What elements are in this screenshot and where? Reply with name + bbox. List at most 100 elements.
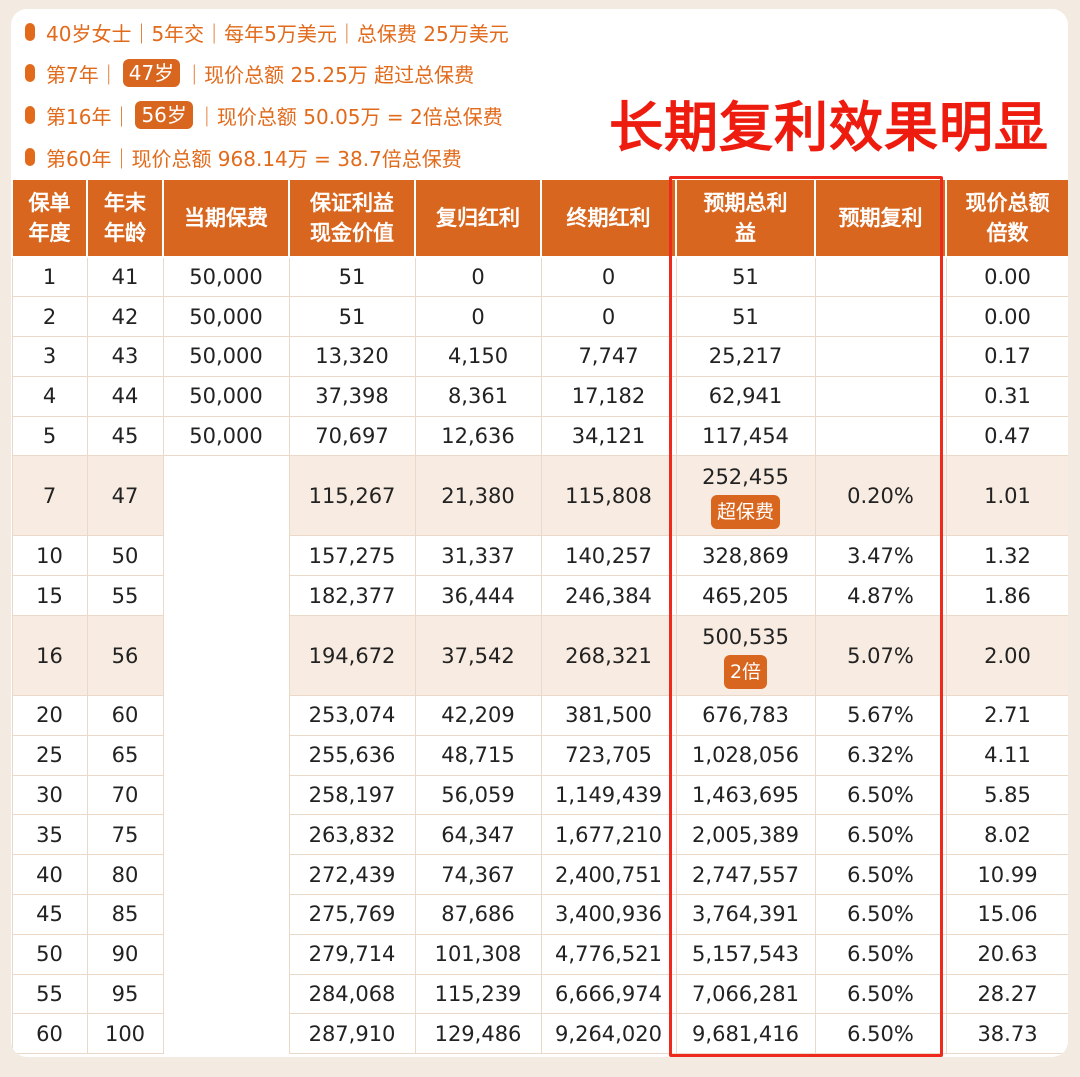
- table-row: 20 60 253,074 42,209 381,500 676,783 5.67% 2.71: [11, 695, 1068, 736]
- cell-age: 70: [86, 774, 164, 816]
- cell-premium: 50,000: [162, 336, 290, 377]
- cell-guaranteed-cash: 115,267: [288, 455, 416, 537]
- cell-expected-rate: 5.07%: [814, 615, 947, 697]
- header-age: 年末 年龄: [86, 178, 164, 258]
- cell-policy-year: 25: [11, 734, 88, 776]
- cell-cash-multiple: 0.31: [945, 375, 1068, 417]
- header-terminal-bonus: 终期红利: [540, 178, 677, 258]
- summary-text: ｜现价总额 50.05万 = 2倍总保费: [196, 104, 503, 129]
- cell-terminal-bonus: 723,705: [540, 734, 677, 776]
- cell-premium: [162, 615, 290, 696]
- cell-policy-year: 30: [11, 774, 88, 816]
- table-row: 50 90 279,714 101,308 4,776,521 5,157,543 6.50…: [11, 933, 1068, 975]
- table-row: 30 70 258,197 56,059 1,149,439 1,463,695 6.50%…: [11, 774, 1068, 816]
- cell-policy-year: 7: [11, 455, 88, 537]
- summary-text: 第7年｜: [46, 62, 119, 87]
- cell-terminal-bonus: 7,747: [540, 336, 677, 377]
- cell-age: 42: [86, 296, 164, 338]
- cell-guaranteed-cash: 258,197: [288, 774, 416, 816]
- cell-expected-rate: 6.50%: [814, 854, 947, 896]
- cell-guaranteed-cash: 51: [288, 296, 416, 338]
- cell-expected-total: 465,205: [675, 575, 816, 617]
- cell-age: 100: [86, 1013, 164, 1055]
- cell-expected-total: 7,066,281: [675, 973, 816, 1015]
- cell-terminal-bonus: 246,384: [540, 575, 677, 617]
- cell-reversionary-bonus: 37,542: [414, 615, 542, 697]
- cell-expected-rate: 5.67%: [814, 695, 947, 736]
- cell-age: 60: [86, 695, 164, 736]
- cell-guaranteed-cash: 51: [288, 256, 416, 298]
- cell-terminal-bonus: 268,321: [540, 615, 677, 697]
- cell-cash-multiple: 1.32: [945, 535, 1068, 577]
- cell-policy-year: 50: [11, 933, 88, 975]
- cell-expected-rate: 6.50%: [814, 973, 947, 1015]
- cell-age: 41: [86, 256, 164, 298]
- cell-reversionary-bonus: 48,715: [414, 734, 542, 776]
- cell-expected-rate: 0.20%: [814, 455, 947, 537]
- header-expected-total: 预期总利益: [675, 178, 816, 258]
- cell-premium: [162, 814, 290, 855]
- cell-terminal-bonus: 17,182: [540, 375, 677, 417]
- cell-premium: [162, 974, 290, 1014]
- content-card: 40岁女士｜5年交｜每年5万美元｜总保费 25万美元 第7年｜ 47岁 ｜现价总…: [11, 9, 1068, 1057]
- summary-text: 第16年｜: [46, 104, 132, 129]
- cell-expected-rate: 6.50%: [814, 894, 947, 935]
- cell-age: 75: [86, 814, 164, 856]
- cell-policy-year: 5: [11, 415, 88, 457]
- summary-text: ｜现价总额 25.25万 超过总保费: [184, 62, 475, 87]
- cell-reversionary-bonus: 31,337: [414, 535, 542, 577]
- summary-text: 第60年｜现价总额 968.14万 = 38.7倍总保费: [46, 146, 462, 171]
- age-badge: 47岁: [122, 59, 181, 87]
- cell-premium: [162, 535, 290, 576]
- cell-expected-rate: 6.50%: [814, 774, 947, 816]
- cell-expected-total: 9,681,416: [675, 1013, 816, 1055]
- cell-premium: [162, 894, 290, 935]
- cell-policy-year: 2: [11, 296, 88, 338]
- summary-line-3: 第16年｜ 56岁 ｜现价总额 50.05万 = 2倍总保费: [25, 98, 503, 132]
- cell-premium: 50,000: [162, 296, 290, 338]
- summary-text: 40岁女士｜5年交｜每年5万美元｜总保费 25万美元: [46, 21, 509, 46]
- bullet-icon: [25, 64, 35, 82]
- cell-expected-rate: 6.50%: [814, 814, 947, 856]
- cell-terminal-bonus: 1,149,439: [540, 774, 677, 816]
- cell-cash-multiple: 20.63: [945, 933, 1068, 975]
- cell-guaranteed-cash: 253,074: [288, 695, 416, 736]
- cell-terminal-bonus: 115,808: [540, 455, 677, 537]
- header-reversionary-bonus: 复归红利: [414, 178, 542, 258]
- cell-cash-multiple: 0.17: [945, 336, 1068, 377]
- milestone-badge: 超保费: [710, 494, 780, 529]
- cell-policy-year: 45: [11, 894, 88, 935]
- cell-terminal-bonus: 0: [540, 256, 677, 298]
- cell-policy-year: 20: [11, 695, 88, 736]
- cell-terminal-bonus: 3,400,936: [540, 894, 677, 935]
- cell-policy-year: 40: [11, 854, 88, 896]
- bullet-icon: [25, 23, 35, 41]
- cell-cash-multiple: 2.00: [945, 615, 1068, 697]
- cell-reversionary-bonus: 21,380: [414, 455, 542, 537]
- cell-premium: [162, 735, 290, 776]
- cell-expected-total: 3,764,391: [675, 894, 816, 935]
- cell-terminal-bonus: 34,121: [540, 415, 677, 457]
- milestone-badge: 2倍: [723, 654, 768, 689]
- cell-cash-multiple: 1.01: [945, 455, 1068, 537]
- cell-guaranteed-cash: 263,832: [288, 814, 416, 856]
- cell-cash-multiple: 10.99: [945, 854, 1068, 896]
- cell-policy-year: 35: [11, 814, 88, 856]
- cell-age: 50: [86, 535, 164, 577]
- cell-reversionary-bonus: 56,059: [414, 774, 542, 816]
- cell-guaranteed-cash: 284,068: [288, 973, 416, 1015]
- table-row: 10 50 157,275 31,337 140,257 328,869 3.47% 1.32: [11, 535, 1068, 577]
- cell-reversionary-bonus: 4,150: [414, 336, 542, 377]
- cell-expected-total: 1,463,695: [675, 774, 816, 816]
- cell-reversionary-bonus: 36,444: [414, 575, 542, 617]
- cell-expected-total: 51: [675, 256, 816, 298]
- cell-guaranteed-cash: 157,275: [288, 535, 416, 577]
- cell-guaranteed-cash: 279,714: [288, 933, 416, 975]
- cell-premium: [162, 575, 290, 616]
- cell-premium: [162, 455, 290, 536]
- cell-reversionary-bonus: 129,486: [414, 1013, 542, 1055]
- cell-expected-rate: [814, 375, 947, 417]
- cell-cash-multiple: 38.73: [945, 1013, 1068, 1055]
- cell-age: 43: [86, 336, 164, 377]
- cell-age: 80: [86, 854, 164, 896]
